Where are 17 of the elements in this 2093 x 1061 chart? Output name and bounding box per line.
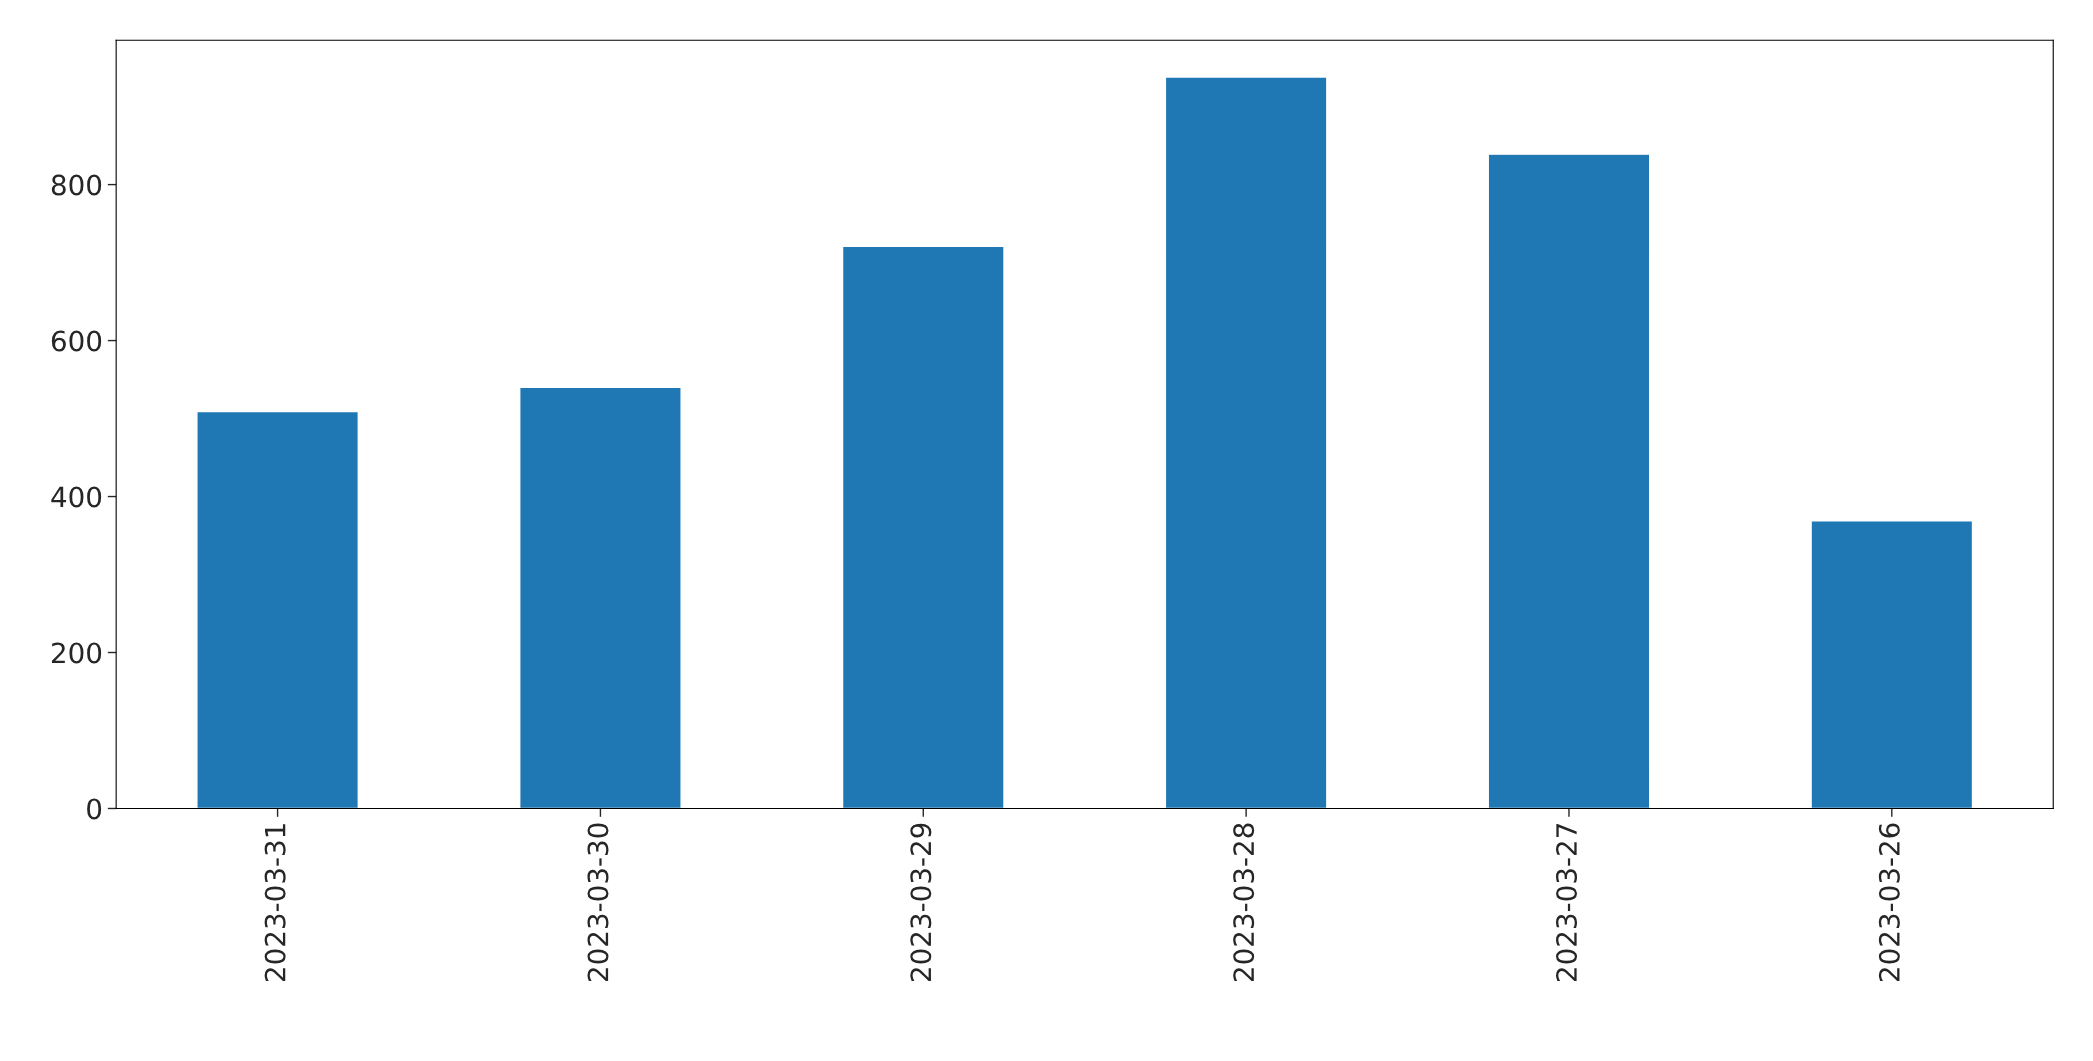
bar xyxy=(1487,153,1651,809)
bar xyxy=(1164,76,1328,809)
x-tick-label: 2023-03-31 xyxy=(264,824,286,982)
bar xyxy=(519,386,682,809)
x-tick-label: 2023-03-30 xyxy=(587,823,609,982)
x-tick-label: 2023-03-28 xyxy=(1233,823,1255,982)
bar xyxy=(196,410,359,809)
bar xyxy=(1810,520,1974,809)
x-tick-label: 2023-03-29 xyxy=(910,823,932,982)
y-tick-label: 0 xyxy=(87,798,102,820)
y-tick-label: 800 xyxy=(51,174,102,196)
x-tick-label: 2023-03-26 xyxy=(1878,823,1900,982)
y-tick-label: 400 xyxy=(51,486,102,508)
x-tick-label: 2023-03-27 xyxy=(1556,824,1578,982)
bar xyxy=(841,245,1005,809)
y-tick-label: 200 xyxy=(51,642,102,664)
y-tick-label: 600 xyxy=(51,330,102,352)
